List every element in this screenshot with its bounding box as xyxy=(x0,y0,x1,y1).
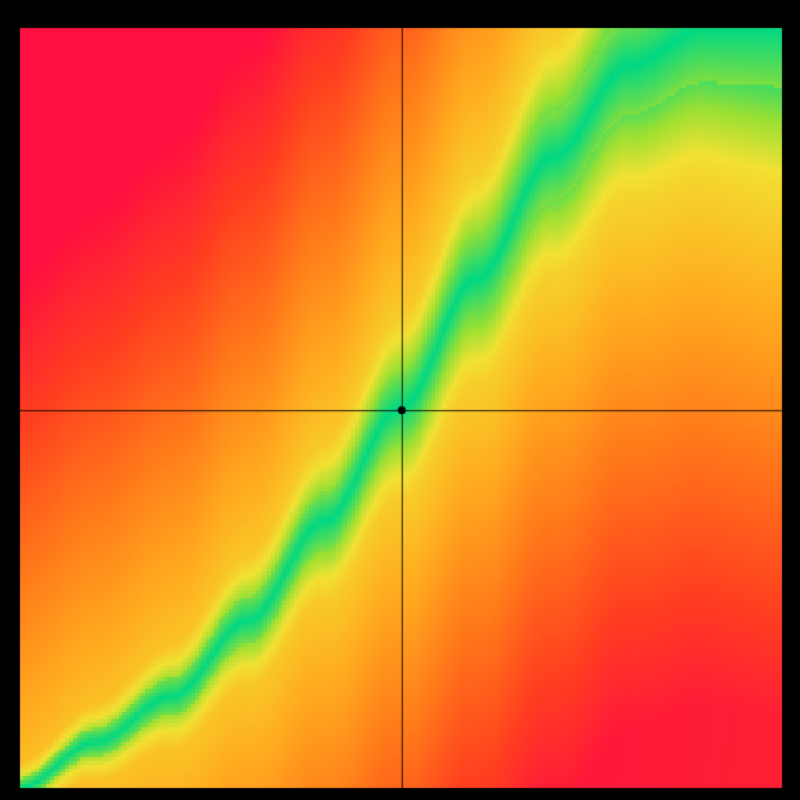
watermark-text: TheBottleneck.com xyxy=(597,4,790,27)
crosshair-overlay xyxy=(0,0,800,800)
